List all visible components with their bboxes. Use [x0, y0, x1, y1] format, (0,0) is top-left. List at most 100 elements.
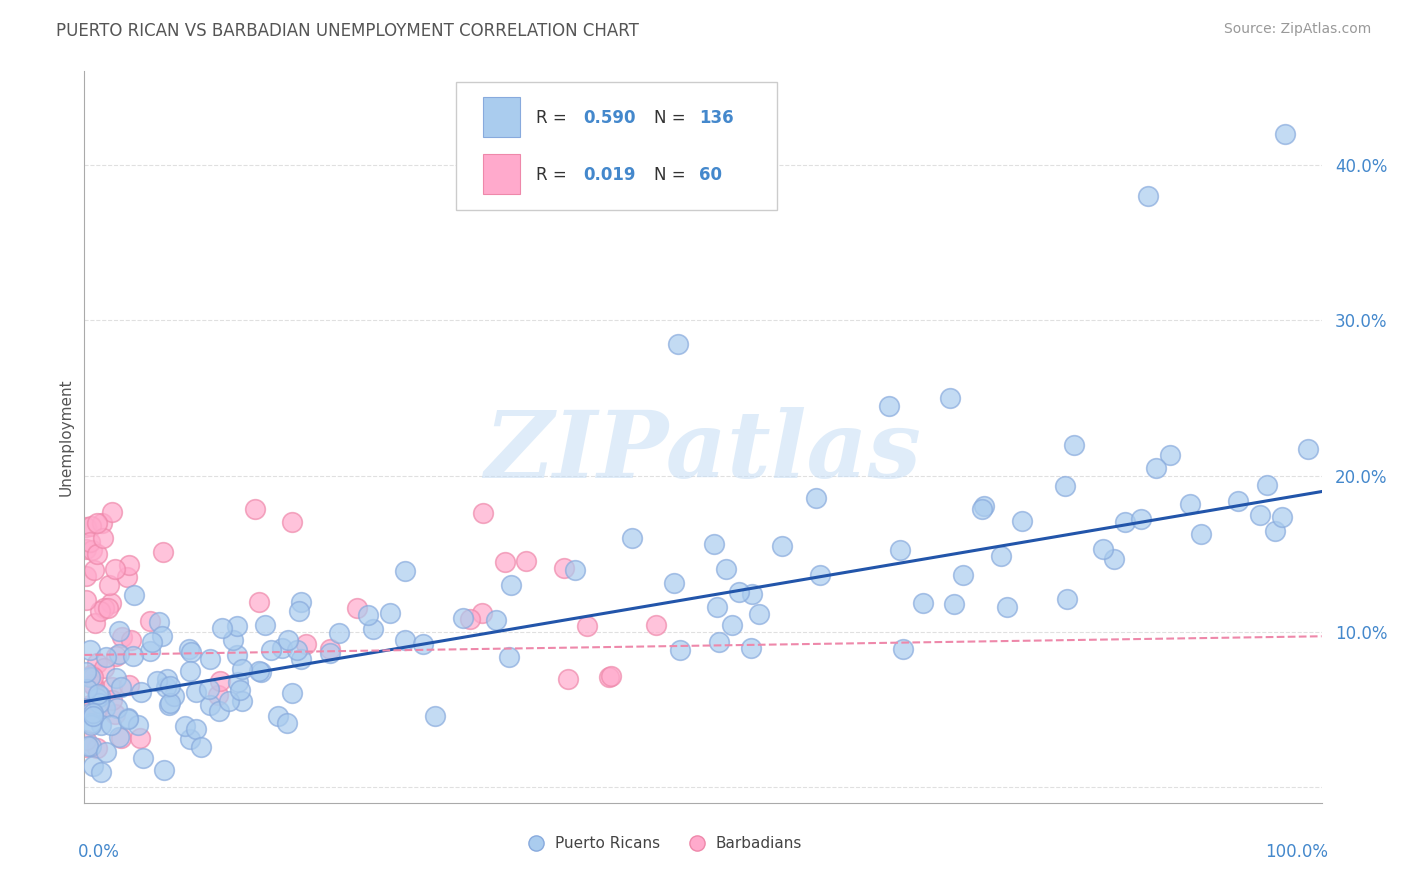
Point: [105, 649, 128, 664]
Point: [748, 607, 770, 621]
Point: [82, 706, 104, 720]
Point: [458, 612, 481, 626]
Point: [598, 670, 620, 684]
Point: [118, 678, 141, 692]
Point: [357, 607, 380, 622]
Point: [995, 600, 1018, 615]
Text: R =: R =: [536, 166, 572, 184]
Point: [79, 698, 101, 713]
Point: [86, 741, 108, 756]
Point: [290, 595, 312, 609]
Point: [1189, 526, 1212, 541]
Point: [1104, 551, 1126, 566]
Point: [101, 692, 124, 706]
Point: [600, 668, 623, 682]
Point: [1249, 508, 1271, 522]
Point: [110, 731, 132, 745]
Point: [706, 600, 728, 615]
Point: [1296, 442, 1319, 457]
Point: [173, 719, 195, 733]
Point: [1274, 127, 1296, 141]
Point: [557, 672, 579, 686]
Point: [703, 537, 725, 551]
Point: [287, 643, 309, 657]
Point: [117, 711, 139, 725]
Point: [94, 745, 117, 759]
Point: [86, 656, 108, 670]
Point: [208, 704, 231, 718]
Point: [159, 679, 181, 693]
Text: ZIPatlas: ZIPatlas: [485, 407, 921, 497]
Point: [728, 584, 751, 599]
Point: [91, 531, 114, 545]
Point: [96, 649, 118, 664]
Point: [104, 562, 127, 576]
Point: [249, 665, 271, 679]
Point: [662, 576, 685, 591]
Point: [93, 661, 115, 675]
Point: [79, 704, 101, 718]
Point: [1256, 478, 1278, 492]
Point: [80, 716, 103, 731]
Point: [87, 687, 110, 701]
Point: [720, 618, 742, 632]
Point: [83, 615, 105, 630]
Point: [412, 637, 434, 651]
Point: [117, 558, 139, 572]
Point: [86, 547, 108, 561]
Point: [75, 733, 97, 747]
Point: [990, 549, 1012, 563]
Point: [100, 596, 122, 610]
Text: PUERTO RICAN VS BARBADIAN UNEMPLOYMENT CORRELATION CHART: PUERTO RICAN VS BARBADIAN UNEMPLOYMENT C…: [56, 22, 640, 40]
Point: [218, 694, 240, 708]
Point: [82, 670, 104, 684]
Point: [80, 739, 103, 753]
Point: [1063, 438, 1085, 452]
Y-axis label: Unemployment: Unemployment: [58, 378, 73, 496]
Point: [328, 626, 350, 640]
Point: [515, 554, 537, 568]
Text: 136: 136: [699, 109, 734, 127]
Point: [79, 706, 101, 720]
Point: [108, 647, 131, 661]
Point: [120, 632, 142, 647]
Point: [77, 739, 100, 754]
Point: [231, 693, 253, 707]
Point: [83, 563, 105, 577]
Point: [222, 632, 245, 647]
Point: [131, 751, 153, 765]
Point: [82, 543, 104, 558]
Point: [75, 542, 97, 557]
Point: [361, 622, 384, 636]
Point: [553, 561, 575, 575]
Point: [186, 684, 208, 698]
Point: [1137, 189, 1160, 203]
Point: [155, 680, 177, 694]
Point: [939, 391, 962, 405]
Text: 0.019: 0.019: [583, 166, 636, 184]
Point: [564, 563, 586, 577]
Point: [501, 578, 523, 592]
Point: [94, 701, 117, 715]
Point: [253, 618, 276, 632]
FancyBboxPatch shape: [482, 97, 520, 137]
Point: [111, 630, 134, 644]
Point: [152, 545, 174, 559]
Point: [281, 515, 304, 529]
Point: [686, 866, 709, 880]
Point: [394, 564, 416, 578]
Point: [76, 682, 98, 697]
Point: [247, 595, 270, 609]
Point: [378, 607, 401, 621]
Point: [100, 718, 122, 732]
Point: [93, 600, 115, 615]
Point: [668, 643, 690, 657]
Point: [115, 570, 138, 584]
Point: [952, 568, 974, 582]
Point: [714, 561, 737, 575]
Point: [260, 643, 283, 657]
Text: 0.0%: 0.0%: [79, 843, 120, 861]
Point: [498, 650, 520, 665]
Point: [912, 596, 935, 610]
Point: [740, 640, 762, 655]
